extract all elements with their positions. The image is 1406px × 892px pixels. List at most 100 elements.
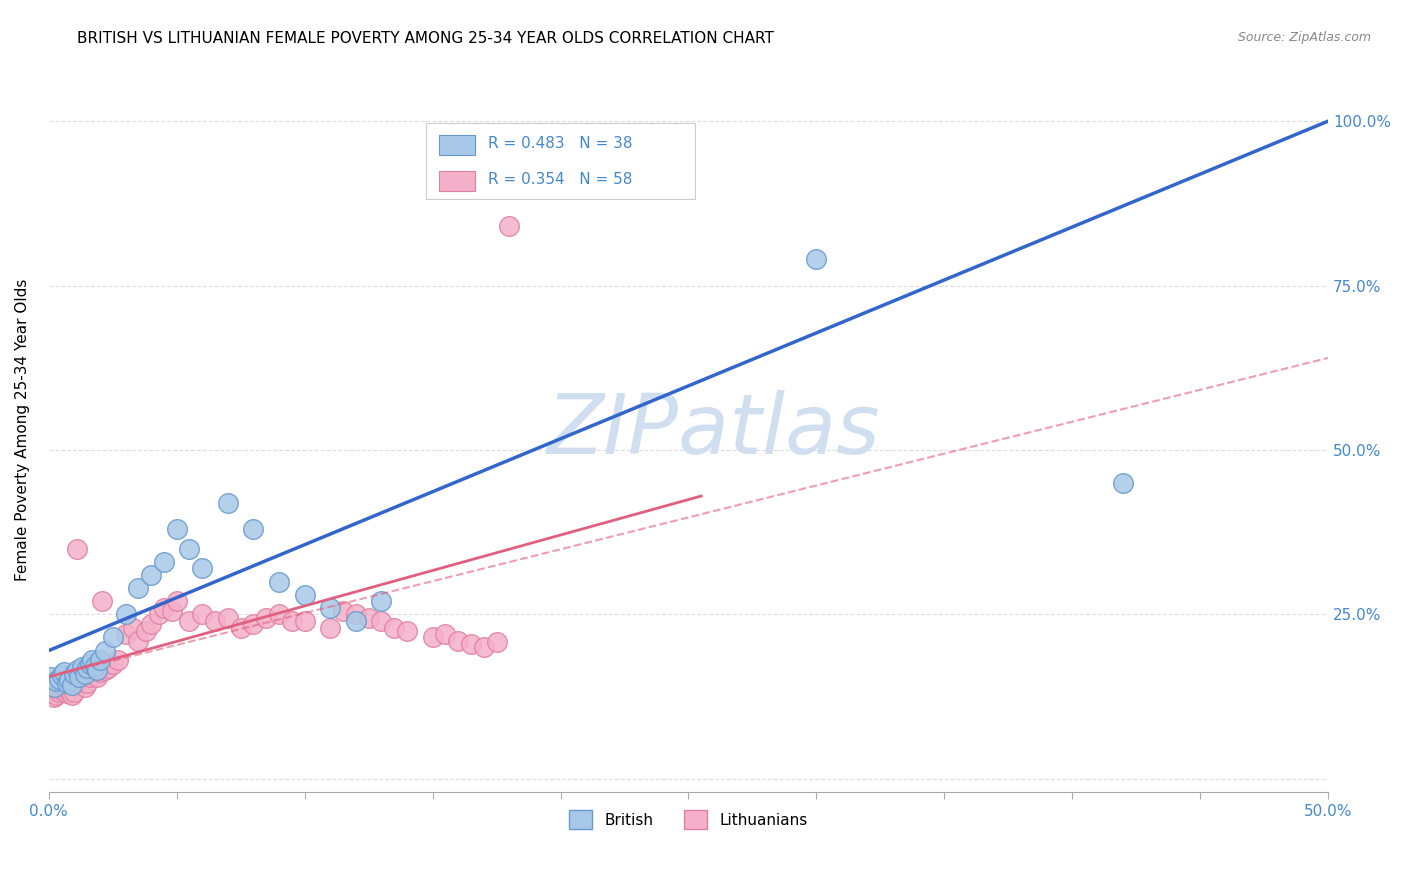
- Point: [76, 661, 98, 675]
- Point: [294, 588, 316, 602]
- Text: Source: ZipAtlas.com: Source: ZipAtlas.com: [1237, 31, 1371, 45]
- Point: [319, 600, 342, 615]
- Point: [319, 621, 342, 635]
- Point: [153, 555, 176, 569]
- Point: [127, 581, 149, 595]
- Point: [89, 653, 111, 667]
- Point: [281, 614, 304, 628]
- Point: [63, 685, 86, 699]
- Point: [498, 219, 520, 234]
- Point: [204, 614, 226, 628]
- Point: [422, 631, 444, 645]
- Point: [82, 666, 104, 681]
- Point: [370, 614, 392, 628]
- Point: [91, 594, 114, 608]
- Point: [55, 676, 77, 690]
- Point: [242, 522, 264, 536]
- Point: [472, 640, 495, 655]
- Point: [135, 624, 157, 638]
- Point: [73, 680, 96, 694]
- Point: [166, 594, 188, 608]
- Point: [51, 668, 73, 682]
- Point: [139, 617, 162, 632]
- Y-axis label: Female Poverty Among 25-34 Year Olds: Female Poverty Among 25-34 Year Olds: [15, 279, 30, 582]
- Point: [86, 663, 108, 677]
- Point: [344, 607, 367, 622]
- Text: ZIPatlas: ZIPatlas: [547, 390, 880, 471]
- Point: [86, 670, 108, 684]
- Point: [179, 541, 201, 556]
- Bar: [439, 135, 475, 155]
- FancyBboxPatch shape: [426, 123, 695, 199]
- Legend: British, Lithuanians: British, Lithuanians: [564, 804, 814, 835]
- Point: [267, 574, 290, 589]
- Point: [70, 660, 93, 674]
- Point: [53, 681, 76, 695]
- Point: [382, 621, 405, 635]
- Point: [53, 665, 76, 680]
- Point: [114, 627, 136, 641]
- Point: [101, 631, 124, 645]
- Point: [66, 541, 89, 556]
- Point: [58, 673, 80, 688]
- Point: [48, 685, 70, 699]
- Point: [166, 522, 188, 536]
- Point: [148, 607, 170, 622]
- Point: [42, 680, 65, 694]
- Point: [101, 657, 124, 671]
- Point: [73, 666, 96, 681]
- Point: [69, 670, 91, 684]
- Point: [79, 670, 101, 684]
- Point: [42, 690, 65, 704]
- Point: [434, 627, 457, 641]
- Point: [70, 674, 93, 689]
- Point: [60, 688, 83, 702]
- Point: [69, 676, 91, 690]
- Text: R = 0.354   N = 58: R = 0.354 N = 58: [488, 172, 631, 187]
- Point: [229, 621, 252, 635]
- Point: [344, 614, 367, 628]
- Point: [66, 663, 89, 677]
- Point: [58, 684, 80, 698]
- Point: [191, 607, 214, 622]
- Point: [83, 658, 105, 673]
- Bar: [439, 171, 475, 191]
- Point: [45, 688, 67, 702]
- Point: [83, 663, 105, 677]
- Point: [1112, 475, 1135, 490]
- Point: [160, 604, 183, 618]
- Point: [39, 670, 62, 684]
- Point: [447, 633, 470, 648]
- Point: [39, 686, 62, 700]
- Point: [79, 657, 101, 671]
- Point: [460, 637, 482, 651]
- Point: [60, 678, 83, 692]
- Point: [114, 607, 136, 622]
- Point: [82, 653, 104, 667]
- Point: [370, 594, 392, 608]
- Point: [191, 561, 214, 575]
- Point: [217, 495, 239, 509]
- Point: [107, 653, 129, 667]
- Point: [139, 568, 162, 582]
- Point: [153, 600, 176, 615]
- Point: [63, 666, 86, 681]
- Point: [179, 614, 201, 628]
- Point: [45, 674, 67, 689]
- Point: [357, 610, 380, 624]
- Point: [48, 672, 70, 686]
- Point: [267, 607, 290, 622]
- Text: R = 0.483   N = 38: R = 0.483 N = 38: [488, 136, 633, 151]
- Point: [254, 610, 277, 624]
- Point: [395, 624, 418, 638]
- Point: [55, 686, 77, 700]
- Point: [127, 633, 149, 648]
- Text: BRITISH VS LITHUANIAN FEMALE POVERTY AMONG 25-34 YEAR OLDS CORRELATION CHART: BRITISH VS LITHUANIAN FEMALE POVERTY AMO…: [77, 31, 775, 46]
- Point: [294, 614, 316, 628]
- Point: [89, 665, 111, 680]
- Point: [51, 683, 73, 698]
- Point: [122, 621, 145, 635]
- Point: [94, 663, 117, 677]
- Point: [97, 661, 120, 675]
- Point: [242, 617, 264, 632]
